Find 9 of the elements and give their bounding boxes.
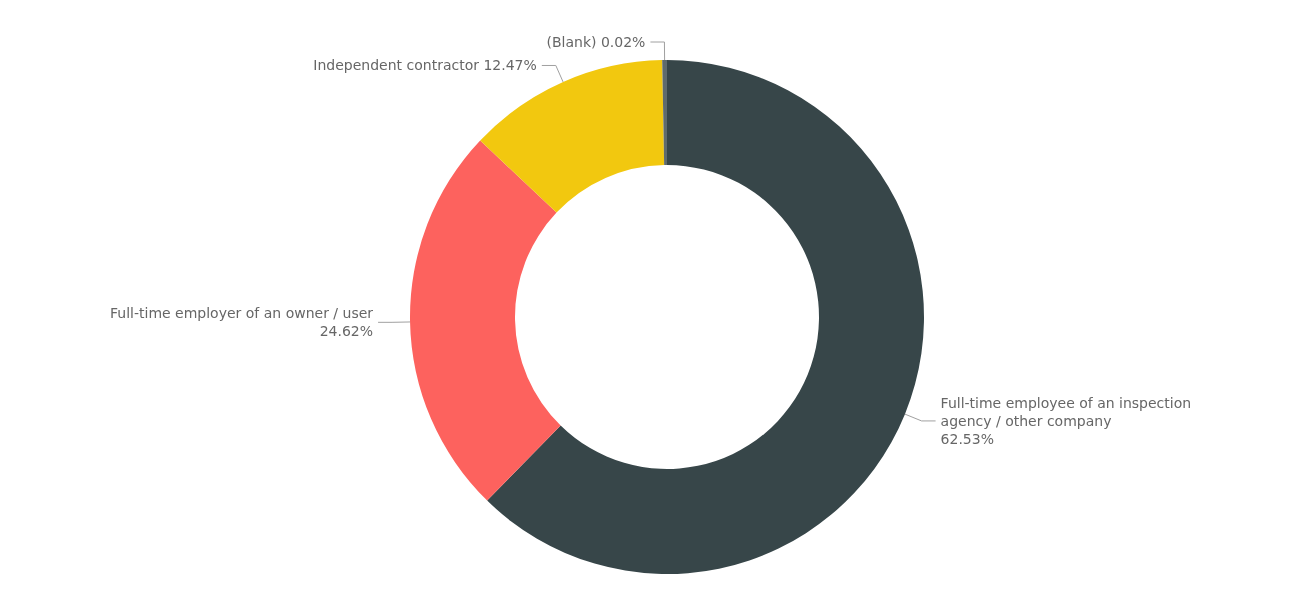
donut-slice	[410, 140, 561, 501]
data-label: 24.62%	[319, 323, 374, 340]
slice-label: (Blank) 0.02%	[546, 34, 646, 51]
donut-slice	[487, 60, 924, 574]
data-label: 62.53%	[940, 430, 994, 447]
slice-label: Full-time employee of an inspection agency / other company	[940, 394, 1192, 429]
donut-slice	[480, 60, 665, 213]
slice-label: Independent contractor 12.47%	[313, 57, 537, 74]
slice-label: Full-time employer of an owner / user	[110, 305, 374, 322]
